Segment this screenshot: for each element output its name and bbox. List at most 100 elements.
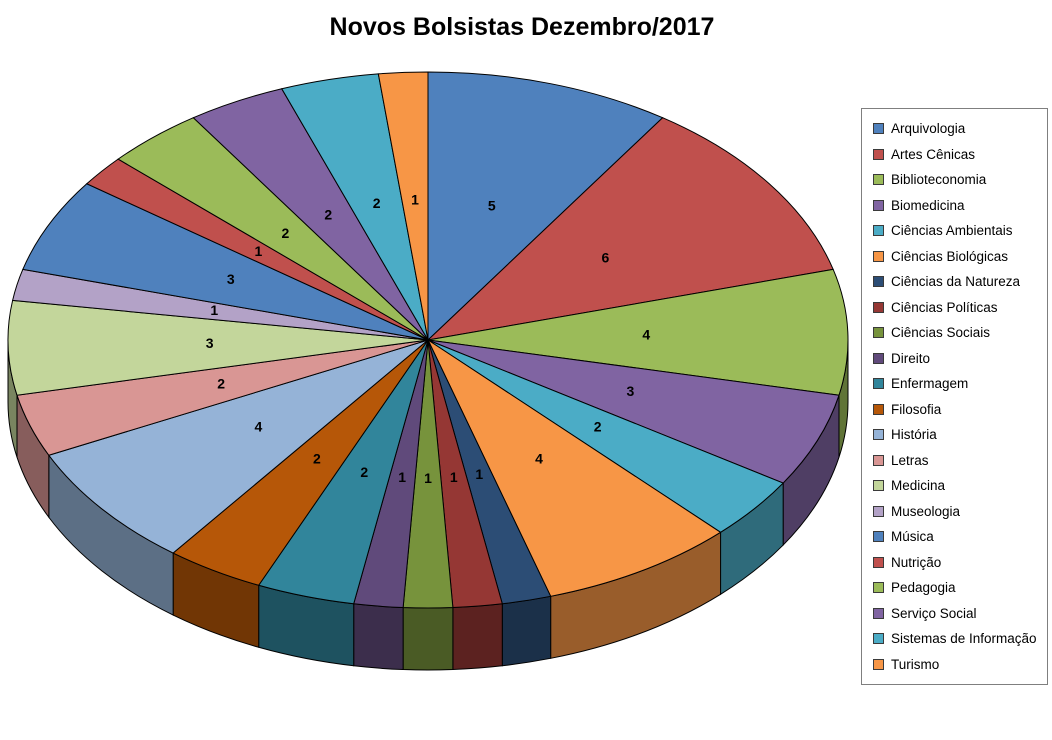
legend-label: Ciências Ambientais (891, 223, 1013, 239)
pie-slice (427, 268, 849, 396)
legend-item: Pedagogia (868, 575, 1043, 601)
pie-slice-label: 4 (255, 419, 263, 435)
pie-slice (377, 71, 429, 341)
pie-slice (22, 183, 429, 341)
legend-swatch (873, 480, 884, 492)
legend-item: Biblioteconomia (868, 167, 1043, 193)
legend-item: Ciências Sociais (868, 320, 1043, 346)
legend-label: Medicina (891, 478, 946, 494)
legend-label: Biblioteconomia (891, 172, 987, 188)
pie-slice-label: 2 (594, 419, 602, 435)
pie-slice (427, 339, 840, 484)
pie-slice (426, 117, 834, 341)
legend-swatch (873, 250, 884, 262)
pie-slice-label: 1 (210, 302, 218, 318)
legend-label: Ciências Biológicas (891, 248, 1009, 264)
legend-swatch (873, 633, 884, 645)
pie-slice (47, 339, 429, 554)
pie-slice-label: 2 (313, 451, 321, 467)
legend-swatch (873, 327, 884, 339)
pie-slice-label: 2 (217, 375, 225, 391)
legend-item: Ciências Biológicas (868, 244, 1043, 270)
legend-item: Ciências da Natureza (868, 269, 1043, 295)
pie-slice-label: 2 (324, 207, 332, 223)
pie-slice-label: 5 (488, 197, 496, 213)
pie-slice-label: 2 (360, 464, 368, 480)
legend-swatch (873, 276, 884, 288)
pie-slice-label: 1 (475, 466, 483, 482)
pie-slice-label: 2 (373, 195, 381, 211)
pie-slice-label: 1 (398, 469, 406, 485)
legend-swatch (873, 174, 884, 186)
legend-item: Medicina (868, 473, 1043, 499)
pie-slice-side (452, 603, 503, 671)
legend-label: Biomedicina (891, 197, 965, 213)
pie-slice-label: 1 (450, 469, 458, 485)
legend-label: Ciências da Natureza (891, 274, 1021, 290)
legend-swatch (873, 123, 884, 135)
legend-item: Arquivologia (868, 116, 1043, 142)
legend-label: Letras (891, 452, 929, 468)
legend-swatch (873, 658, 884, 670)
legend-label: Nutrição (891, 554, 942, 570)
pie-slice-label: 4 (535, 451, 543, 467)
legend-label: Sistemas de Informação (891, 631, 1037, 647)
pie-slice-label: 3 (626, 383, 634, 399)
legend-swatch (873, 403, 884, 415)
pie-slice-label: 3 (206, 335, 214, 351)
pie-slice-label: 3 (227, 271, 235, 287)
pie-slice-side (501, 595, 552, 667)
legend-item: Biomedicina (868, 193, 1043, 219)
legend-swatch (873, 199, 884, 211)
legend-label: Artes Cênicas (891, 146, 976, 162)
legend-label: Direito (891, 350, 931, 366)
pie-slice-label: 1 (255, 243, 263, 259)
legend-item: Museologia (868, 499, 1043, 525)
legend-label: Filosofia (891, 401, 942, 417)
legend-item: Serviço Social (868, 601, 1043, 627)
legend-swatch (873, 454, 884, 466)
pie-slice-label: 1 (411, 192, 419, 208)
legend-label: Ciências Sociais (891, 325, 991, 341)
legend-label: Pedagogia (891, 580, 956, 596)
legend-item: Sistemas de Informação (868, 626, 1043, 652)
legend-item: Nutrição (868, 550, 1043, 576)
pie-slice (427, 71, 664, 342)
legend-swatch (873, 505, 884, 517)
legend-label: História (891, 427, 937, 443)
pie-slice-label: 4 (642, 327, 650, 343)
legend-item: Ciências Ambientais (868, 218, 1043, 244)
pie-slice-side (353, 603, 404, 671)
legend-item: Letras (868, 448, 1043, 474)
legend-label: Museologia (891, 503, 961, 519)
legend-label: Enfermagem (891, 376, 969, 392)
legend-swatch (873, 582, 884, 594)
pie-slice-label: 1 (424, 470, 432, 486)
pie-slice-label: 2 (282, 225, 290, 241)
legend-swatch (873, 429, 884, 441)
legend-item: História (868, 422, 1043, 448)
pie-slice-label: 6 (602, 249, 610, 265)
legend-item: Enfermagem (868, 371, 1043, 397)
chart-legend: Arquivologia Artes Cênicas Biblioteconomia… (861, 108, 1048, 685)
legend-swatch (873, 531, 884, 543)
legend-swatch (873, 225, 884, 237)
legend-label: Música (891, 529, 934, 545)
legend-swatch (873, 378, 884, 390)
legend-label: Arquivologia (891, 121, 966, 137)
pie-slice-side (402, 607, 454, 671)
legend-item: Turismo (868, 652, 1043, 678)
pie-slice (426, 338, 722, 597)
legend-label: Ciências Políticas (891, 299, 998, 315)
legend-swatch (873, 148, 884, 160)
legend-swatch (873, 607, 884, 619)
legend-swatch (873, 352, 884, 364)
chart-title: Novos Bolsistas Dezembro/2017 (329, 13, 715, 41)
legend-label: Turismo (891, 656, 940, 672)
legend-label: Serviço Social (891, 605, 977, 621)
legend-item: Direito (868, 346, 1043, 372)
legend-item: Ciências Políticas (868, 295, 1043, 321)
legend-item: Música (868, 524, 1043, 550)
legend-swatch (873, 301, 884, 313)
